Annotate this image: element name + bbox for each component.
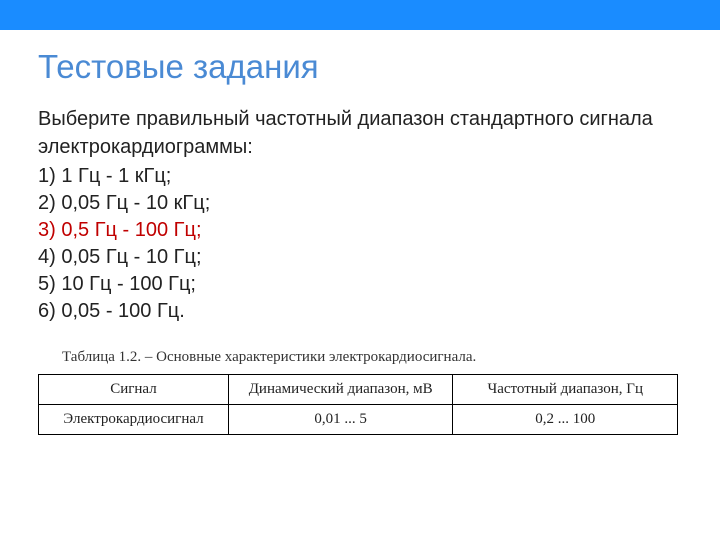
table-cell: 0,01 ... 5 — [228, 405, 453, 435]
table-caption: Таблица 1.2. – Основные характеристики э… — [62, 349, 682, 366]
question-text: Выберите правильный частотный диапазон с… — [38, 106, 682, 161]
option: 6) 0,05 - 100 Гц. — [38, 300, 682, 323]
table-header: Частотный диапазон, Гц — [453, 375, 678, 405]
table-cell: Электрокардиосигнал — [39, 405, 229, 435]
table-header-row: Сигнал Динамический диапазон, мВ Частотн… — [39, 375, 678, 405]
table-header: Сигнал — [39, 375, 229, 405]
option: 2) 0,05 Гц - 10 кГц; — [38, 192, 682, 215]
characteristics-table: Сигнал Динамический диапазон, мВ Частотн… — [38, 374, 678, 435]
options-list: 1) 1 Гц - 1 кГц; 2) 0,05 Гц - 10 кГц; 3)… — [38, 165, 682, 323]
table-cell: 0,2 ... 100 — [453, 405, 678, 435]
table-header: Динамический диапазон, мВ — [228, 375, 453, 405]
header-bar — [0, 0, 720, 30]
option-correct: 3) 0,5 Гц - 100 Гц; — [38, 219, 682, 242]
option: 4) 0,05 Гц - 10 Гц; — [38, 246, 682, 269]
table-row: Электрокардиосигнал 0,01 ... 5 0,2 ... 1… — [39, 405, 678, 435]
slide-content: Тестовые задания Выберите правильный час… — [0, 30, 720, 435]
option: 5) 10 Гц - 100 Гц; — [38, 273, 682, 296]
option: 1) 1 Гц - 1 кГц; — [38, 165, 682, 188]
slide-title: Тестовые задания — [38, 48, 682, 86]
